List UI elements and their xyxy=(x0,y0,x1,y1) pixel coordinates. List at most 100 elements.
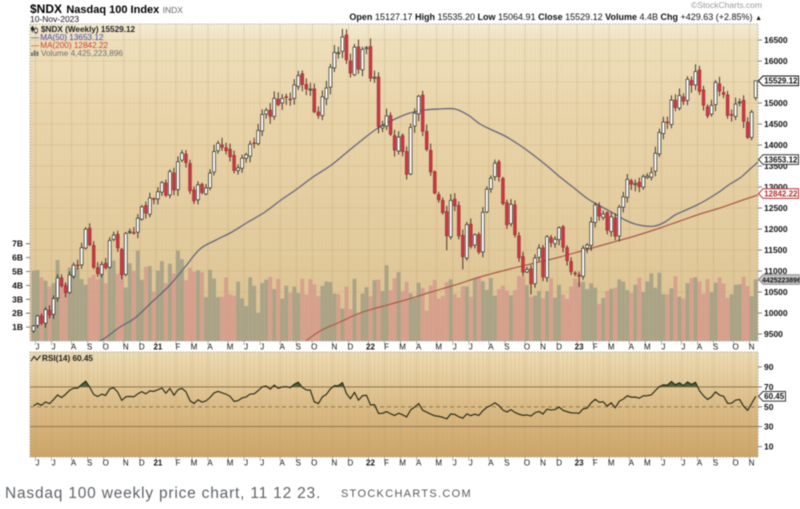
svg-text:21: 21 xyxy=(153,343,162,352)
svg-text:3B: 3B xyxy=(12,294,23,304)
svg-text:O: O xyxy=(524,459,530,468)
svg-text:O: O xyxy=(311,459,317,468)
svg-text:A: A xyxy=(416,343,422,352)
svg-text:S: S xyxy=(504,459,509,468)
svg-text:Volume 4,425,223,896: Volume 4,425,223,896 xyxy=(41,49,123,58)
svg-text:D: D xyxy=(139,343,145,352)
svg-text:14500: 14500 xyxy=(764,119,788,129)
svg-text:O: O xyxy=(103,459,109,468)
svg-text:M: M xyxy=(399,343,406,352)
svg-text:F: F xyxy=(593,459,598,468)
svg-text:9500: 9500 xyxy=(764,329,783,339)
svg-text:O: O xyxy=(103,343,109,352)
svg-text:J: J xyxy=(244,343,248,352)
svg-text:J: J xyxy=(260,459,264,468)
svg-text:D: D xyxy=(556,343,562,352)
svg-text:M: M xyxy=(399,459,406,468)
svg-text:10500: 10500 xyxy=(764,287,788,297)
svg-text:12000: 12000 xyxy=(764,224,788,234)
svg-text:6B: 6B xyxy=(12,253,23,263)
svg-text:D: D xyxy=(348,343,354,352)
svg-text:F: F xyxy=(384,459,389,468)
svg-text:J: J xyxy=(681,459,685,468)
svg-text:A: A xyxy=(207,459,213,468)
svg-text:J: J xyxy=(469,459,473,468)
svg-text:©StockCharts.com: ©StockCharts.com xyxy=(691,0,762,10)
svg-text:STOCKCHARTS.COM: STOCKCHARTS.COM xyxy=(341,488,472,500)
svg-text:10: 10 xyxy=(764,442,774,452)
svg-text:M: M xyxy=(644,459,651,468)
svg-text:D: D xyxy=(139,459,145,468)
svg-text:S: S xyxy=(296,343,301,352)
svg-text:A: A xyxy=(629,459,635,468)
svg-text:N: N xyxy=(123,343,129,352)
svg-text:M: M xyxy=(191,459,198,468)
svg-text:F: F xyxy=(384,343,389,352)
svg-text:13653.12: 13653.12 xyxy=(764,155,798,164)
svg-text:J: J xyxy=(453,459,457,468)
svg-text:$NDX Nasdaq 100 Index INDX: $NDX Nasdaq 100 Index INDX xyxy=(30,2,183,16)
svg-text:A: A xyxy=(488,459,494,468)
svg-text:7B: 7B xyxy=(12,239,23,249)
svg-text:N: N xyxy=(123,459,129,468)
svg-text:A: A xyxy=(697,343,703,352)
svg-text:J: J xyxy=(260,343,264,352)
svg-text:Open 15127.17 High 15535.20 Lo: Open 15127.17 High 15535.20 Low 15064.91… xyxy=(349,12,762,22)
svg-text:M: M xyxy=(608,343,615,352)
svg-text:A: A xyxy=(416,459,422,468)
svg-text:11500: 11500 xyxy=(764,245,787,255)
svg-text:D: D xyxy=(348,459,354,468)
svg-text:J: J xyxy=(453,343,457,352)
svg-text:S: S xyxy=(713,459,718,468)
svg-text:2B: 2B xyxy=(12,308,23,318)
svg-text:A: A xyxy=(71,343,77,352)
svg-text:1B: 1B xyxy=(12,322,23,332)
svg-text:N: N xyxy=(540,343,546,352)
svg-text:A: A xyxy=(697,459,703,468)
svg-text:F: F xyxy=(175,343,180,352)
svg-text:S: S xyxy=(87,343,92,352)
svg-text:N: N xyxy=(332,459,338,468)
svg-text:N: N xyxy=(540,459,546,468)
svg-text:J: J xyxy=(661,343,665,352)
svg-text:A: A xyxy=(207,343,213,352)
svg-text:M: M xyxy=(227,459,234,468)
svg-text:70: 70 xyxy=(764,382,774,392)
svg-text:M: M xyxy=(435,459,442,468)
svg-text:S: S xyxy=(87,459,92,468)
svg-text:O: O xyxy=(524,343,530,352)
svg-text:F: F xyxy=(175,459,180,468)
svg-text:M: M xyxy=(227,343,234,352)
svg-text:J: J xyxy=(661,459,665,468)
svg-text:A: A xyxy=(71,459,77,468)
svg-text:60.45: 60.45 xyxy=(764,392,785,401)
svg-text:12500: 12500 xyxy=(764,203,788,213)
svg-text:16500: 16500 xyxy=(764,35,788,45)
svg-text:J: J xyxy=(52,459,56,468)
svg-text:21: 21 xyxy=(153,459,162,468)
svg-text:D: D xyxy=(556,459,562,468)
svg-text:RSI(14) 60.45: RSI(14) 60.45 xyxy=(42,354,93,363)
svg-text:30: 30 xyxy=(764,422,774,432)
svg-text:A: A xyxy=(629,343,635,352)
svg-text:Nasdaq 100 weekly price chart,: Nasdaq 100 weekly price chart, 11 12 23. xyxy=(5,485,321,502)
svg-text:J: J xyxy=(36,459,40,468)
svg-text:N: N xyxy=(332,343,338,352)
svg-text:12842.22: 12842.22 xyxy=(764,189,798,198)
svg-text:13000: 13000 xyxy=(764,182,788,192)
svg-text:S: S xyxy=(504,343,509,352)
svg-text:O: O xyxy=(311,343,317,352)
svg-text:10-Nov-2023: 10-Nov-2023 xyxy=(30,14,79,24)
svg-text:N: N xyxy=(749,343,755,352)
svg-text:4425223896: 4425223896 xyxy=(762,277,800,284)
svg-text:A: A xyxy=(280,343,286,352)
svg-text:S: S xyxy=(713,343,718,352)
svg-text:50: 50 xyxy=(764,402,774,412)
svg-text:15000: 15000 xyxy=(764,98,788,108)
svg-text:M: M xyxy=(644,343,651,352)
svg-text:F: F xyxy=(593,343,598,352)
svg-text:23: 23 xyxy=(575,343,584,352)
svg-text:$NDX (Weekly) 15529.12: $NDX (Weekly) 15529.12 xyxy=(41,25,136,34)
svg-text:J: J xyxy=(52,343,56,352)
svg-text:J: J xyxy=(681,343,685,352)
